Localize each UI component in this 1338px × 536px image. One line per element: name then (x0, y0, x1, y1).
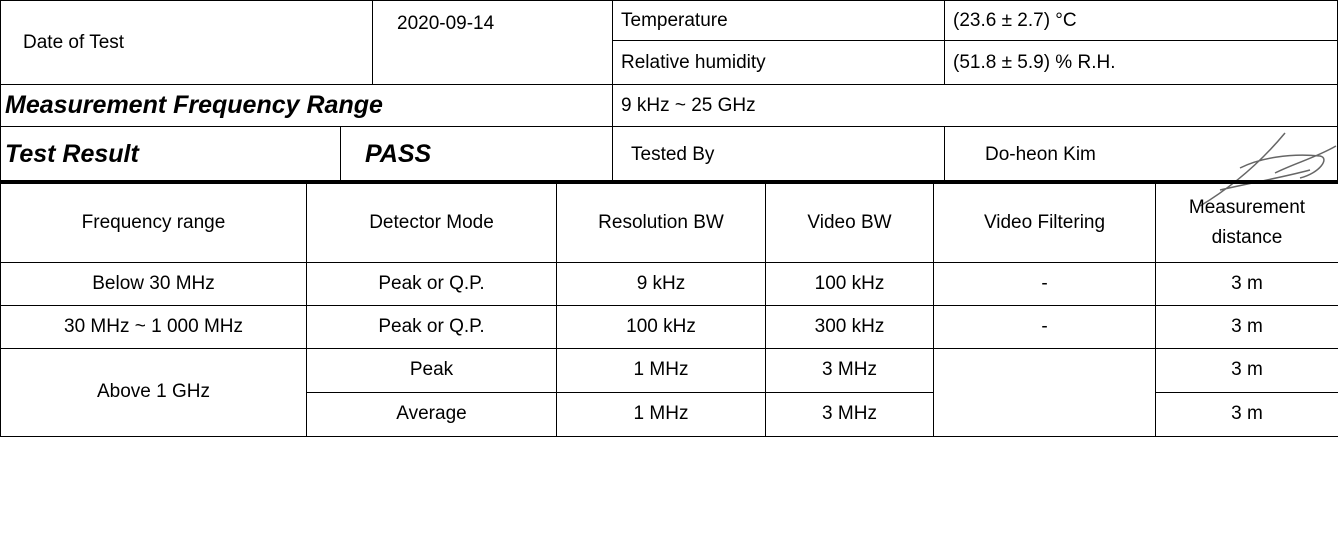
cell: 9 kHz (556, 262, 766, 306)
label: Tested By (631, 143, 715, 165)
cell: Peak or Q.P. (306, 262, 557, 306)
cell-text: Peak or Q.P. (378, 315, 485, 337)
cell: 3 m (1155, 348, 1338, 393)
cell: - (933, 305, 1156, 349)
cell: 100 kHz (556, 305, 766, 349)
cell-text: 1 MHz (633, 403, 689, 425)
cell: 3 MHz (765, 348, 934, 393)
cell-text: 9 kHz (636, 272, 686, 294)
value: 2020-09-14 (397, 13, 495, 34)
cell: Measurement distance (1155, 183, 1338, 263)
cell-text: Peak or Q.P. (378, 272, 485, 294)
cell: 9 kHz ~ 25 GHz (612, 84, 1338, 127)
cell: 3 m (1155, 305, 1338, 349)
cell: - (933, 262, 1156, 306)
cell-text: Video BW (807, 211, 892, 233)
cell-text: 3 m (1231, 272, 1263, 294)
cell: Resolution BW (556, 183, 766, 263)
cell: 100 kHz (765, 262, 934, 306)
cell-text: 100 kHz (626, 315, 696, 337)
value: Do-heon Kim (985, 143, 1096, 165)
cell: Detector Mode (306, 183, 557, 263)
cell-text: Detector Mode (369, 211, 494, 233)
label: Measurement Frequency Range (5, 91, 383, 119)
cell: Peak (306, 348, 557, 393)
cell: Video Filtering (933, 183, 1156, 263)
value: (23.6 ± 2.7) °C (953, 9, 1077, 31)
cell: Video BW (765, 183, 934, 263)
value: (51.8 ± 5.9) % R.H. (953, 51, 1116, 73)
cell: Frequency range (0, 183, 307, 263)
cell-text: 100 kHz (814, 272, 885, 294)
cell-text: Average (396, 403, 467, 425)
cell: (23.6 ± 2.7) °C (944, 0, 1338, 41)
cell-text: 1 MHz (633, 359, 689, 381)
cell-text: 30 MHz ~ 1 000 MHz (64, 315, 243, 337)
cell: (51.8 ± 5.9) % R.H. (944, 40, 1338, 85)
cell: 300 kHz (765, 305, 934, 349)
cell-text: 3 m (1231, 315, 1263, 337)
cell-text: 300 kHz (814, 315, 885, 337)
cell-text: 3 MHz (822, 403, 877, 425)
cell: Test Result (0, 126, 341, 183)
cell-text: 3 MHz (822, 359, 877, 381)
cell-text: - (1041, 272, 1048, 294)
divider (0, 180, 1338, 184)
cell: 3 m (1155, 262, 1338, 306)
cell-text: Below 30 MHz (92, 272, 215, 294)
cell: 30 MHz ~ 1 000 MHz (0, 305, 307, 349)
cell-text: Measurement distance (1188, 196, 1306, 248)
cell: 1 MHz (556, 348, 766, 393)
cell: Temperature (612, 0, 945, 41)
cell: PASS (340, 126, 613, 183)
cell: Date of Test (0, 0, 373, 85)
cell-text: 3 m (1231, 403, 1263, 425)
cell: Average (306, 392, 557, 437)
cell: Relative humidity (612, 40, 945, 85)
cell-text: 3 m (1231, 359, 1263, 381)
cell-text: Above 1 GHz (97, 381, 210, 403)
cell: Tested By (612, 126, 945, 183)
label: Date of Test (23, 31, 125, 53)
cell: 3 MHz (765, 392, 934, 437)
cell-text: Frequency range (81, 211, 226, 233)
cell-text: - (1041, 315, 1048, 337)
value: PASS (365, 140, 432, 168)
cell: 1 MHz (556, 392, 766, 437)
cell: 2020-09-14 (372, 0, 613, 85)
cell-text: Peak (409, 359, 454, 381)
cell: Peak or Q.P. (306, 305, 557, 349)
label: Temperature (621, 9, 728, 31)
cell-text: Resolution BW (598, 211, 724, 233)
cell: Below 30 MHz (0, 262, 307, 306)
cell-text: Video Filtering (983, 211, 1106, 233)
label: Test Result (5, 140, 139, 168)
cell: Above 1 GHz (0, 348, 307, 437)
label: Relative humidity (621, 51, 766, 73)
cell: Measurement Frequency Range (0, 84, 613, 127)
signature (1199, 132, 1337, 207)
value: 9 kHz ~ 25 GHz (621, 94, 756, 116)
cell (933, 348, 1156, 437)
cell: 3 m (1155, 392, 1338, 437)
